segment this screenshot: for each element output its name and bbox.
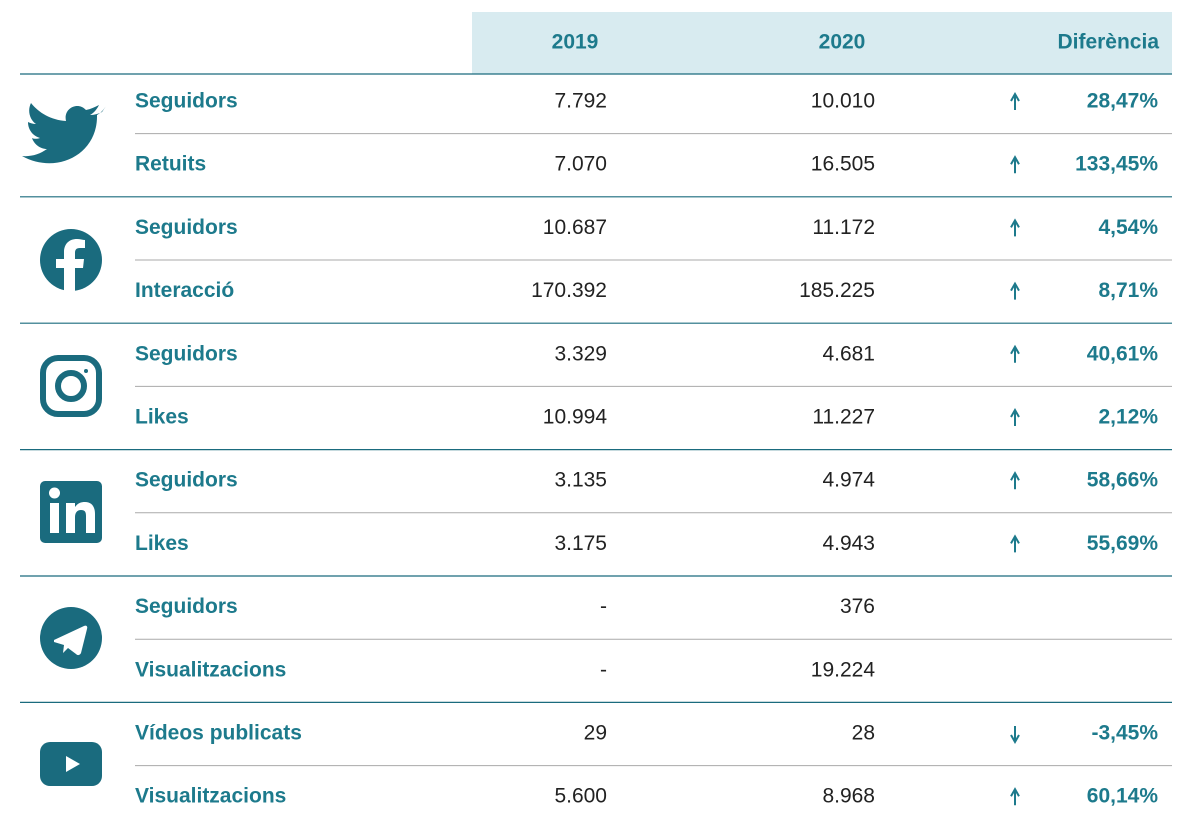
twitter-icon (22, 103, 106, 164)
row-label: Retuits (135, 153, 206, 176)
cell-2019: 29 (584, 722, 607, 745)
arrow-up (1010, 344, 1020, 363)
arrow-up (1010, 787, 1020, 806)
row-label: Seguidors (135, 595, 238, 618)
cell-2020: 376 (840, 595, 875, 618)
cell-diff: 2,12% (1098, 406, 1158, 429)
cell-2019: 3.329 (554, 342, 607, 365)
cell-2019: 170.392 (531, 279, 607, 302)
header-cell: 2020 (819, 31, 866, 54)
row-label: Likes (135, 406, 189, 429)
cell-2020: 28 (852, 722, 875, 745)
cell-diff: 40,61% (1087, 342, 1159, 365)
arrow-up (1010, 155, 1020, 174)
cell-diff: 60,14% (1087, 785, 1159, 808)
cell-2019: 7.792 (554, 90, 607, 113)
arrow-up (1010, 91, 1020, 110)
row-label: Seguidors (135, 90, 238, 113)
cell-diff: 58,66% (1087, 469, 1159, 492)
arrow-up (1010, 471, 1020, 490)
header-cell: 2019 (552, 31, 599, 54)
cell-2020: 4.943 (822, 532, 875, 555)
cell-2020: 19.224 (811, 658, 876, 681)
arrow-up (1010, 218, 1020, 237)
facebook-icon (40, 229, 102, 291)
youtube-icon (40, 742, 102, 786)
arrow-down (1010, 726, 1020, 745)
row-label: Seguidors (135, 342, 238, 365)
cell-2019: 3.135 (554, 469, 607, 492)
cell-2020: 11.172 (812, 216, 875, 239)
cell-diff: 28,47% (1087, 90, 1159, 113)
telegram-icon (40, 607, 102, 669)
cell-2019: 7.070 (554, 153, 607, 176)
cell-diff: 4,54% (1098, 216, 1158, 239)
cell-2020: 185.225 (799, 279, 875, 302)
row-label: Seguidors (135, 469, 238, 492)
header-band (472, 12, 1172, 74)
row-label: Interacció (135, 279, 234, 302)
cell-2019: 10.994 (543, 406, 608, 429)
cell-2020: 8.968 (822, 785, 875, 808)
header-cell: Diferència (1057, 31, 1159, 54)
cell-2020: 10.010 (811, 90, 875, 113)
row-label: Visualitzacions (135, 658, 286, 681)
cell-2019: - (600, 595, 607, 618)
row-label: Vídeos publicats (135, 722, 302, 745)
cell-2019: 5.600 (554, 785, 607, 808)
icons (22, 103, 106, 786)
row-label: Likes (135, 532, 189, 555)
cell-diff: -3,45% (1091, 722, 1158, 745)
arrow-up (1010, 534, 1020, 553)
cell-diff: 8,71% (1098, 279, 1158, 302)
cell-2020: 16.505 (811, 153, 875, 176)
cell-2020: 11.227 (812, 406, 875, 429)
cell-2019: 3.175 (554, 532, 607, 555)
cell-2020: 4.974 (822, 469, 875, 492)
arrow-up (1010, 281, 1020, 300)
instagram-icon (40, 355, 102, 417)
row-label: Visualitzacions (135, 785, 286, 808)
cell-diff: 133,45% (1075, 153, 1158, 176)
row-label: Seguidors (135, 216, 238, 239)
cell-diff: 55,69% (1087, 532, 1159, 555)
linkedin-icon (40, 481, 102, 543)
cell-2020: 4.681 (822, 342, 875, 365)
cell-2019: 10.687 (543, 216, 607, 239)
arrow-up (1010, 407, 1020, 426)
cell-2019: - (600, 658, 607, 681)
